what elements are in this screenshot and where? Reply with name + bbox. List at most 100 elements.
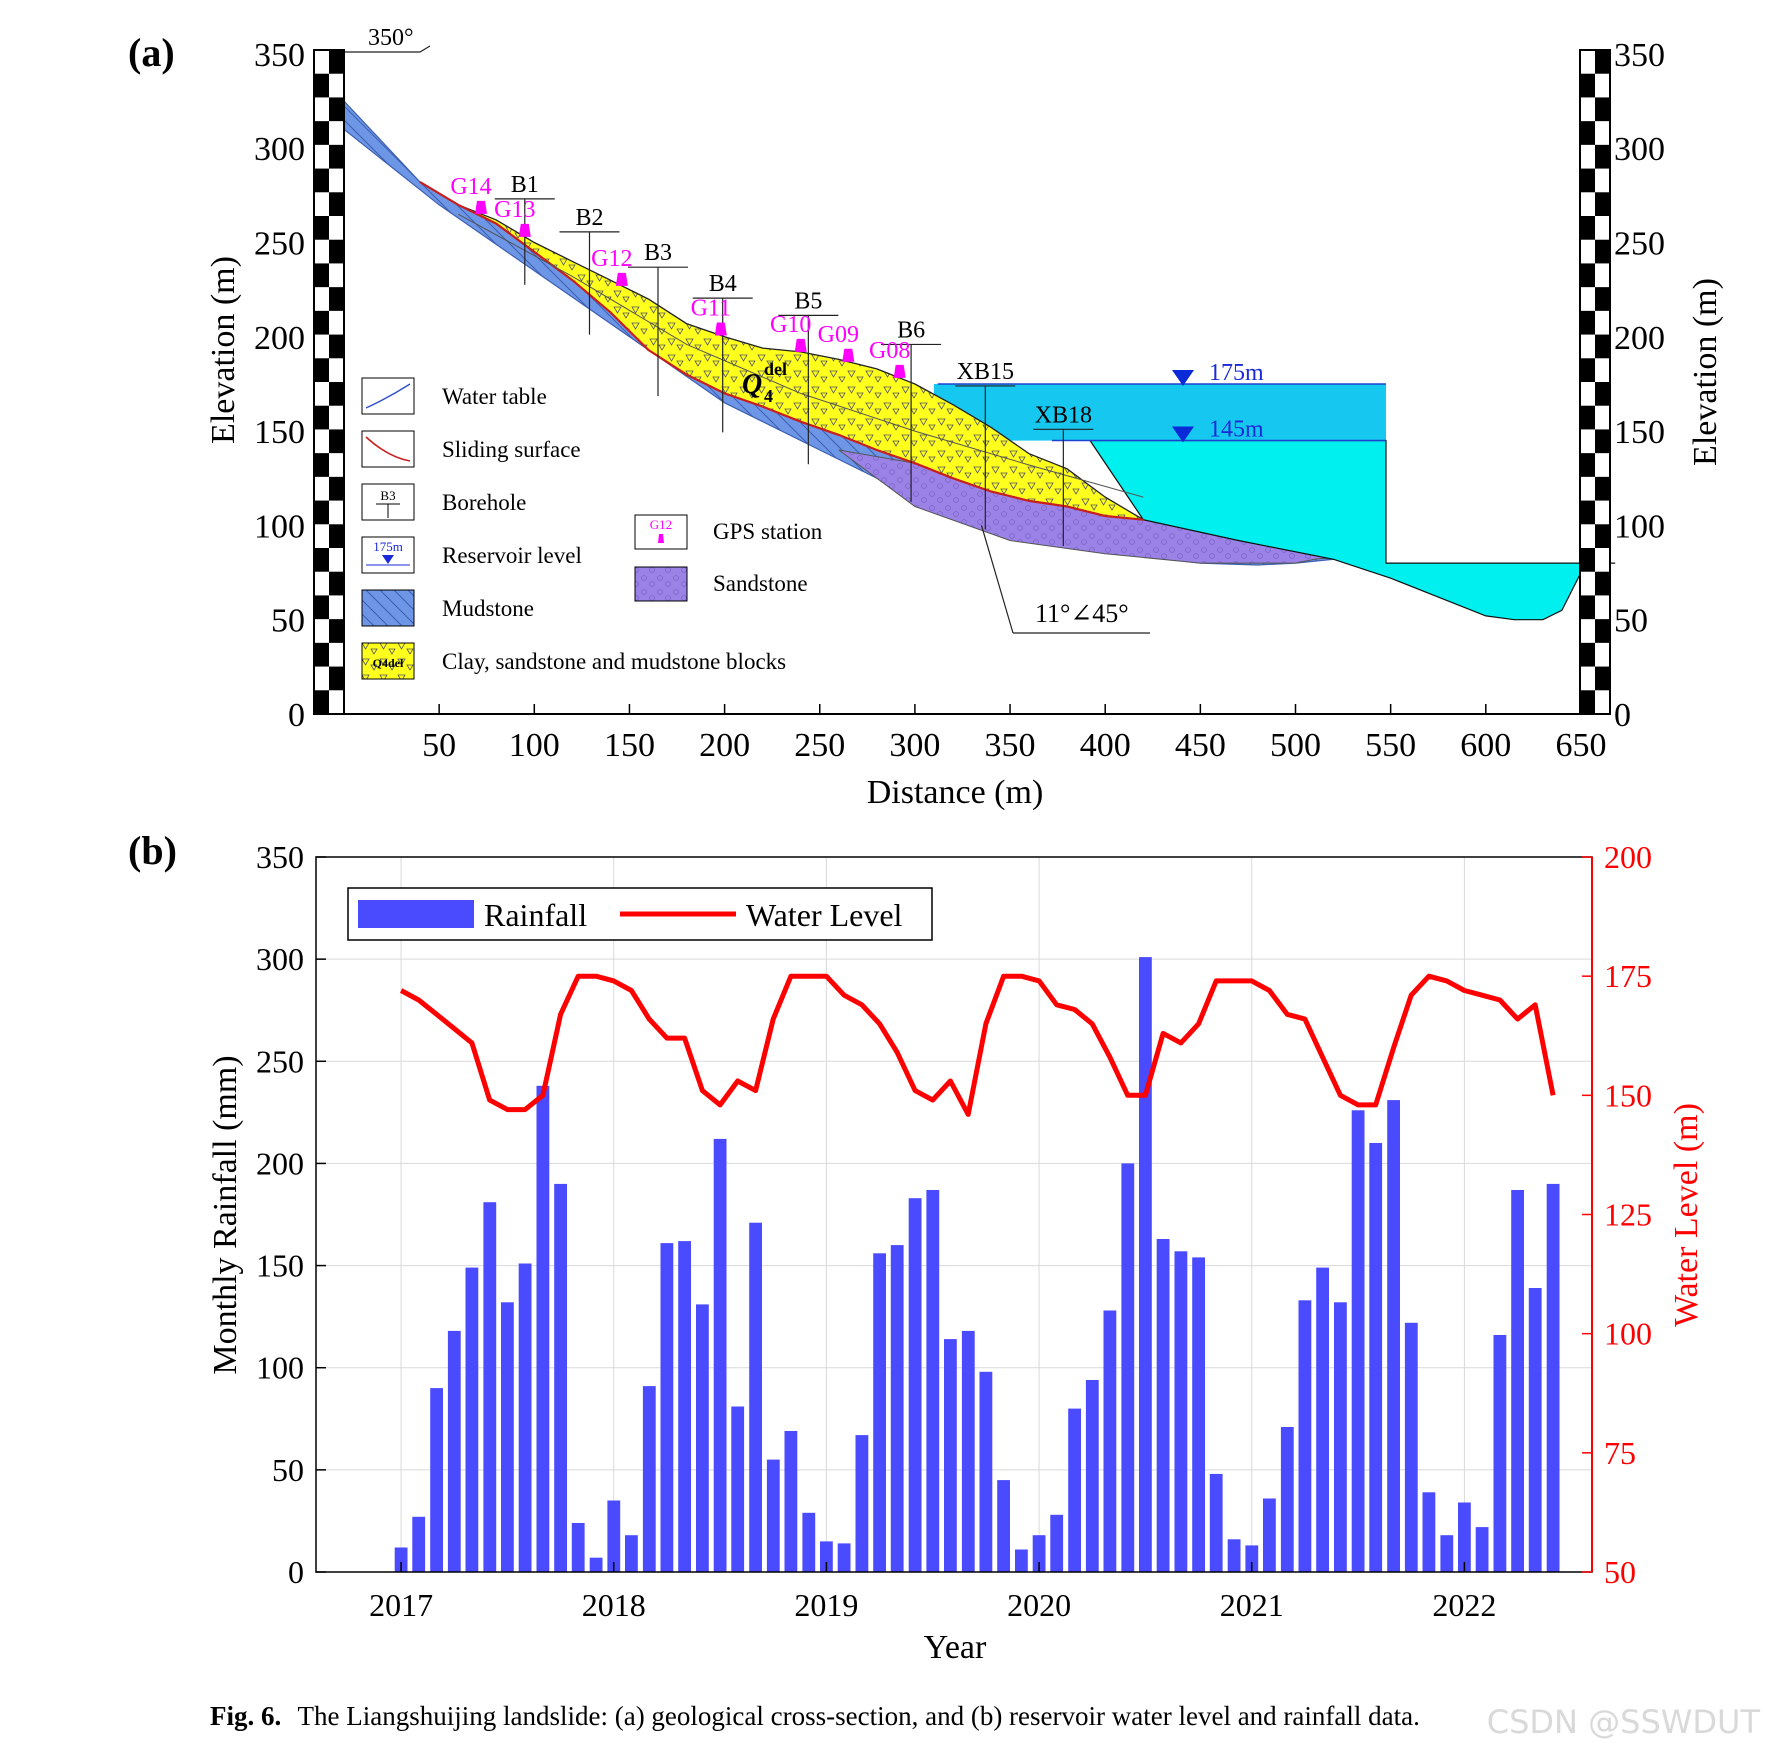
rainfall-bar xyxy=(660,1243,674,1572)
right-scale-cell xyxy=(1580,548,1595,572)
left-scale-cell xyxy=(329,619,344,643)
left-scale-cell xyxy=(314,500,329,525)
rainfall-bar xyxy=(1263,1498,1276,1572)
right-tick-label-100: 100 xyxy=(1604,1316,1652,1352)
reservoir-label-175: 175m xyxy=(1209,360,1264,386)
y-tick-label-right-250: 250 xyxy=(1614,226,1665,263)
borehole-label-b1: B1 xyxy=(511,172,539,198)
legend-swatch-gps xyxy=(634,514,688,550)
left-tick-label-250: 250 xyxy=(256,1043,304,1079)
legend-rainfall-swatch xyxy=(358,900,474,928)
gps-marker-g08 xyxy=(893,364,906,378)
left-scale-cell xyxy=(314,690,329,714)
rainfall-bar xyxy=(1032,1535,1046,1572)
right-tick-label-200: 200 xyxy=(1604,839,1652,875)
y-tick-label-right-50: 50 xyxy=(1614,603,1648,640)
right-scale-bar xyxy=(1579,49,1611,715)
legend-water-table-line xyxy=(365,383,411,409)
left-scale-cell xyxy=(314,405,329,430)
x-tick-label-100: 100 xyxy=(509,727,560,764)
left-scale-cell xyxy=(314,216,329,240)
y-tick-label-right-350: 350 xyxy=(1614,37,1665,74)
orientation-marker xyxy=(345,45,431,53)
chart-legend: Rainfall Water Level xyxy=(347,887,933,941)
rainfall-bar xyxy=(1404,1322,1418,1572)
y-axis-label-right: Elevation (m) xyxy=(1687,278,1724,466)
rainfall-bar xyxy=(1015,1549,1028,1572)
rainfall-bar xyxy=(908,1198,922,1572)
left-scale-cell xyxy=(329,287,344,311)
rainfall-bar xyxy=(802,1512,816,1572)
left-scale-cell xyxy=(329,97,344,122)
rainfall-bar xyxy=(518,1263,532,1572)
rainfall-bar xyxy=(1298,1300,1312,1572)
borehole-label-b4: B4 xyxy=(709,271,737,297)
borehole-label-b6: B6 xyxy=(897,317,925,343)
gps-marker-g12 xyxy=(615,272,628,286)
rainfall-bar xyxy=(394,1547,408,1572)
rainfall-bar xyxy=(837,1543,851,1572)
water-level-line xyxy=(399,973,1556,1117)
right-scale-cell xyxy=(1595,334,1610,359)
x-axis-label: Year xyxy=(924,1629,987,1666)
left-scale-cell xyxy=(314,310,329,335)
left-scale-cell xyxy=(329,429,344,454)
borehole-label-b5: B5 xyxy=(794,288,822,314)
rainfall-bar xyxy=(1139,957,1152,1572)
rainfall-bar xyxy=(749,1222,762,1572)
legend-gps-marker xyxy=(658,534,664,543)
deposit-label-q: Q xyxy=(742,369,762,400)
rainfall-bar xyxy=(1458,1502,1471,1572)
rainfall-bar xyxy=(713,1138,727,1572)
timeseries-panel: (b) 0 50 100 150 200 250 300 350 50 75 100 125 150 1… xyxy=(128,828,1705,1666)
rainfall-bar xyxy=(1511,1190,1524,1572)
x-tick-label-2022: 2022 xyxy=(1432,1587,1496,1623)
legend-swatch-clay xyxy=(361,642,415,680)
x-tick-label-250: 250 xyxy=(794,727,845,764)
rainfall-bar xyxy=(625,1535,638,1572)
right-scale-cell xyxy=(1595,382,1610,406)
rainfall-bar xyxy=(447,1330,461,1572)
x-axis-ticks: 2017 2018 2019 2020 2021 2022 xyxy=(369,1562,1496,1623)
rainfall-bar xyxy=(997,1480,1010,1572)
right-scale-cell xyxy=(1595,192,1610,216)
reservoir-water-below-145 xyxy=(1088,439,1616,621)
y-tick-label-right-100: 100 xyxy=(1614,508,1665,545)
y-tick-label-left-100: 100 xyxy=(254,508,305,545)
x-tick-label-450: 450 xyxy=(1175,727,1226,764)
rainfall-bar xyxy=(1209,1473,1223,1572)
left-tick-label-350: 350 xyxy=(256,839,304,875)
left-axis-ticks: 0 50 100 150 200 250 300 350 xyxy=(256,839,326,1590)
left-scale-cell xyxy=(329,144,344,169)
rainfall-bar xyxy=(1351,1110,1365,1572)
rainfall-bar xyxy=(607,1500,621,1572)
y-axis-label-left: Monthly Rainfall (mm) xyxy=(207,1055,244,1374)
y-tick-label-left-50: 50 xyxy=(271,603,305,640)
legend-label-sandstone: Sandstone xyxy=(713,571,808,596)
left-tick-label-100: 100 xyxy=(256,1350,304,1386)
right-scale-cell xyxy=(1595,571,1610,596)
rainfall-bar xyxy=(979,1371,993,1572)
legend-label-sliding: Sliding surface xyxy=(442,437,581,462)
caption-label: Fig. 6. xyxy=(210,1701,281,1731)
reservoir-level-labels: 175m 145m xyxy=(1172,360,1264,443)
rainfall-bar xyxy=(784,1431,798,1572)
rainfall-bar xyxy=(1121,1163,1135,1572)
left-scale-cell xyxy=(314,121,329,145)
right-scale-cell xyxy=(1580,310,1595,335)
right-scale-cell xyxy=(1595,239,1610,264)
right-scale-cell xyxy=(1595,666,1610,691)
rainfall-bar xyxy=(430,1388,443,1572)
rainfall-bar xyxy=(642,1386,656,1572)
left-scale-cell xyxy=(314,595,329,620)
rainfall-bar xyxy=(501,1302,514,1572)
rainfall-bar xyxy=(536,1085,550,1572)
gps-marker-g10 xyxy=(794,338,807,352)
right-scale-cell xyxy=(1580,121,1595,145)
reservoir-water-145-175 xyxy=(933,384,1386,441)
deposit-label-sup: del xyxy=(764,359,787,379)
y-tick-label-left-300: 300 xyxy=(254,131,305,168)
panel-a-letter: (a) xyxy=(128,30,175,75)
rainfall-bar xyxy=(1050,1514,1064,1572)
